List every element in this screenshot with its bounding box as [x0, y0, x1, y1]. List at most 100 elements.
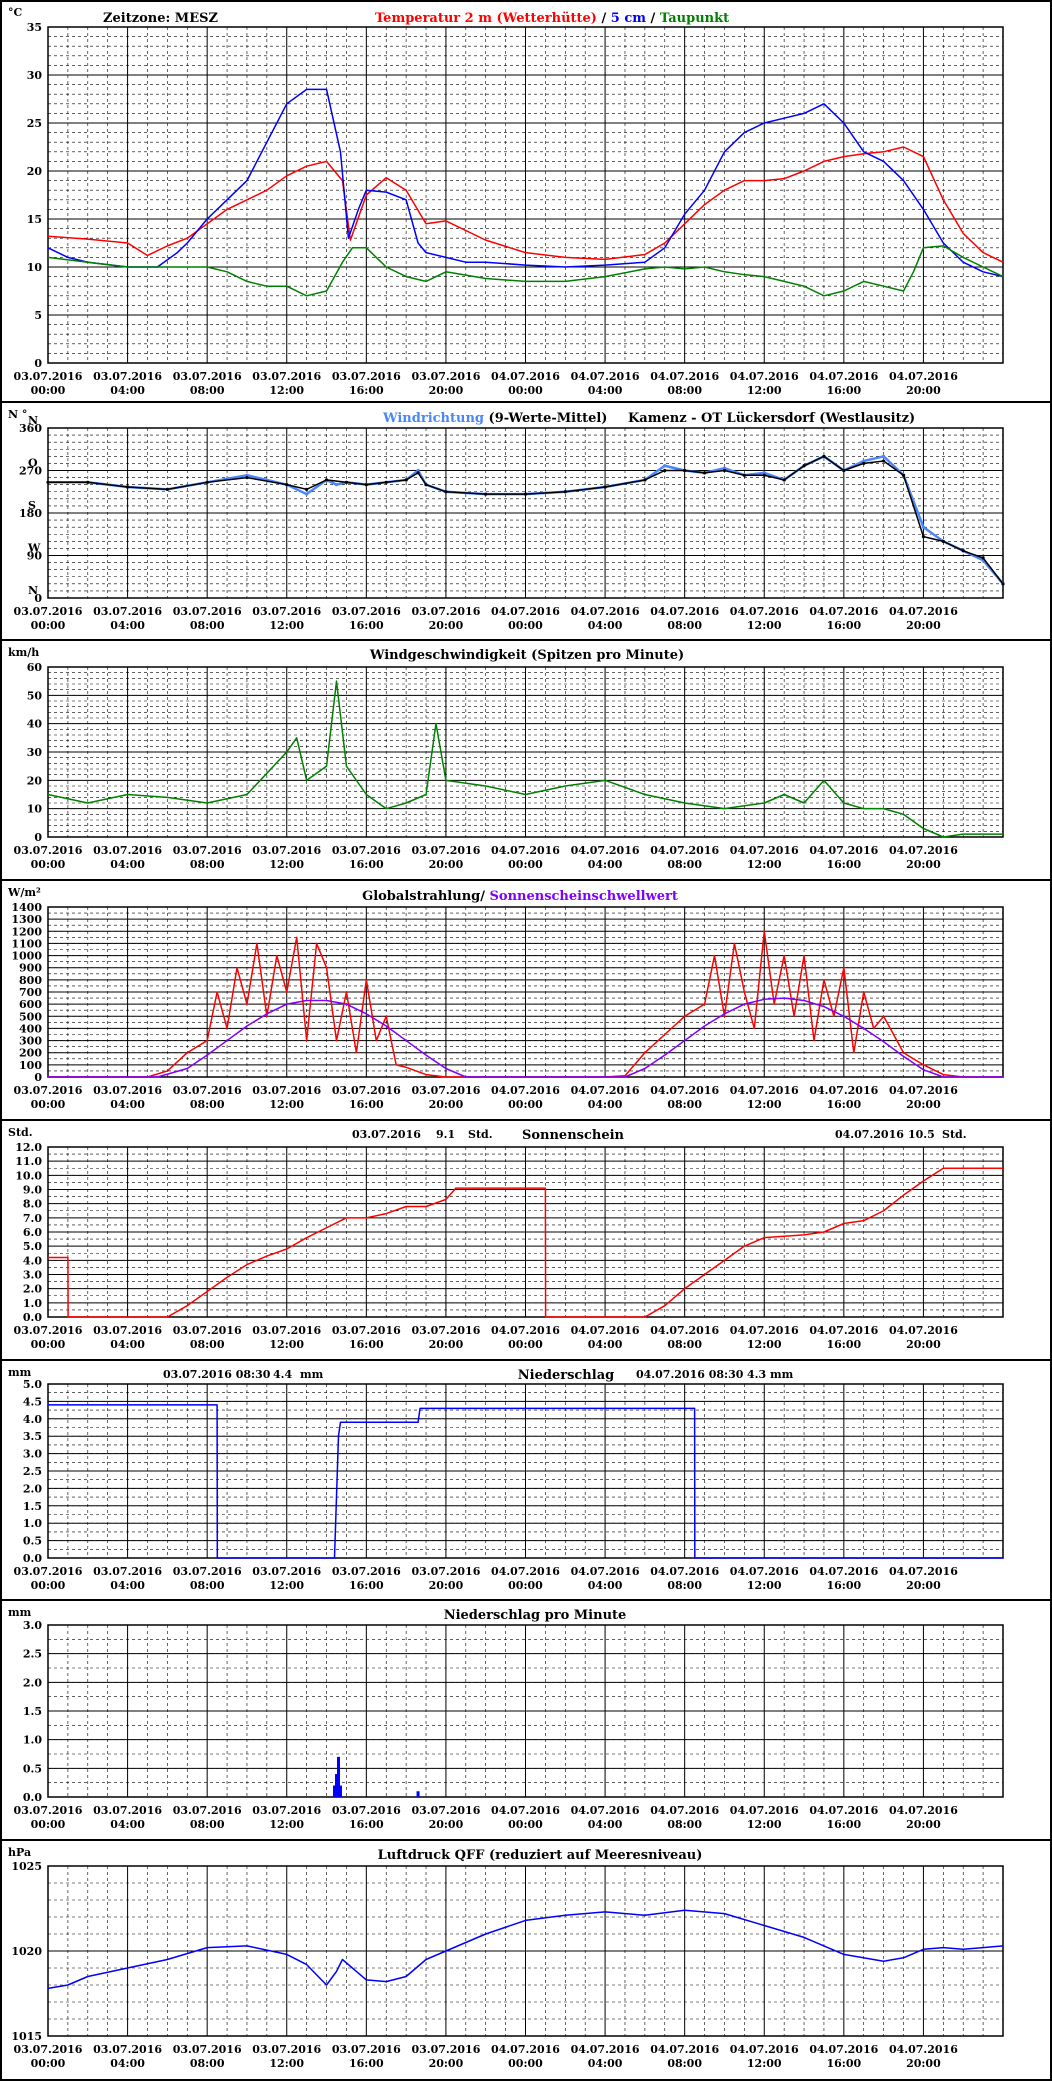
summary-value: 9.1	[436, 1128, 455, 1141]
summary-unit: mm	[300, 1368, 324, 1381]
x-tick-time: 16:00	[349, 2057, 384, 2070]
x-tick-date: 03.07.2016	[93, 2043, 162, 2056]
x-tick-time: 04:00	[588, 1338, 623, 1351]
y-tick-label: 0.0	[23, 1552, 42, 1565]
series-1-line	[48, 997, 1003, 1078]
x-tick-date: 03.07.2016	[411, 1804, 480, 1817]
grid	[47, 666, 1004, 838]
x-tick-date: 04.07.2016	[730, 605, 799, 618]
x-tick-date: 03.07.2016	[252, 844, 321, 857]
y-tick-label: 3.0	[23, 1269, 42, 1282]
x-tick-time: 00:00	[508, 384, 543, 397]
point-34	[921, 535, 926, 539]
x-tick-date: 04.07.2016	[809, 1084, 878, 1097]
x-tick-time: 16:00	[349, 1338, 384, 1351]
x-tick-time: 08:00	[667, 1579, 702, 1592]
x-tick-date: 04.07.2016	[809, 844, 878, 857]
y-tick-label: 30	[27, 69, 43, 82]
x-tick-date: 03.07.2016	[332, 1565, 401, 1578]
y-tick-label: 1025	[11, 1860, 42, 1873]
x-tick-time: 12:00	[747, 1338, 782, 1351]
x-tick-date: 03.07.2016	[332, 370, 401, 383]
point-24	[722, 468, 727, 473]
x-tick-date: 03.07.2016	[173, 2043, 242, 2056]
x-tick-date: 04.07.2016	[650, 1084, 719, 1097]
y-tick-label: 4.0	[23, 1254, 42, 1267]
panel-pressure: 101510201025hPa03.07.201600:0003.07.2016…	[0, 1839, 1052, 2070]
x-tick-date: 04.07.2016	[571, 1804, 640, 1817]
y-tick-label: 0.0	[23, 1791, 42, 1804]
y-tick-label: 1400	[11, 901, 42, 914]
panel-temperature: 05101520253035°C03.07.201600:0003.07.201…	[8, 6, 1004, 397]
x-tick-date: 04.07.2016	[809, 2043, 878, 2056]
point-15	[444, 490, 448, 494]
unit-label: °C	[8, 6, 23, 19]
point-3	[165, 487, 169, 491]
y-tick-label: 3.0	[23, 1619, 42, 1632]
x-tick-date: 03.07.2016	[332, 1324, 401, 1337]
point-33	[882, 454, 886, 458]
x-tick-date: 04.07.2016	[650, 1565, 719, 1578]
x-tick-time: 00:00	[31, 384, 66, 397]
x-tick-date: 04.07.2016	[809, 605, 878, 618]
x-tick-date: 03.07.2016	[411, 1084, 480, 1097]
x-tick-date: 04.07.2016	[571, 1084, 640, 1097]
x-tick-date: 04.07.2016	[571, 1324, 640, 1337]
unit-label: N °	[8, 408, 27, 421]
y-tick-label: 1200	[11, 925, 42, 938]
y-tick-label: 15	[27, 213, 42, 226]
point-20	[643, 478, 647, 482]
point-31	[862, 461, 866, 466]
point-26	[762, 473, 766, 477]
x-tick-time: 04:00	[110, 1579, 145, 1592]
chart-title: Sonnenschein	[522, 1128, 625, 1143]
x-tick-time: 00:00	[508, 1338, 543, 1351]
y-tick-label: 2.5	[23, 1648, 42, 1661]
panel-radiation: 0100200300400500600700800900100011001200…	[0, 879, 1052, 1111]
chart-title: Luftdruck QFF (reduziert auf Meeresnivea…	[378, 1848, 703, 1863]
x-tick-time: 12:00	[747, 2057, 782, 2070]
y-tick-label: 20	[27, 774, 43, 787]
point-36	[961, 549, 965, 553]
x-tick-time: 08:00	[667, 1818, 702, 1831]
point-7	[305, 492, 309, 496]
y-tick-label: 8.0	[23, 1198, 42, 1211]
x-tick-date: 03.07.2016	[173, 1804, 242, 1817]
x-tick-date: 03.07.2016	[252, 1084, 321, 1097]
x-tick-date: 03.07.2016	[252, 1324, 321, 1337]
chart-title: Windgeschwindigkeit (Spitzen pro Minute)	[369, 648, 684, 663]
x-tick-time: 08:00	[667, 1098, 702, 1111]
summary-unit: Std.	[468, 1128, 493, 1141]
x-tick-date: 03.07.2016	[93, 605, 162, 618]
point-5	[245, 473, 249, 477]
unit-label: Std.	[8, 1126, 33, 1139]
x-tick-date: 03.07.2016	[93, 1804, 162, 1817]
unit-label: mm	[8, 1606, 32, 1619]
plot-frame	[47, 666, 1004, 838]
x-tick-date: 04.07.2016	[889, 844, 958, 857]
grid	[47, 26, 1004, 364]
x-tick-time: 16:00	[826, 1098, 861, 1111]
x-tick-time: 12:00	[269, 1338, 304, 1351]
x-tick-date: 04.07.2016	[650, 2043, 719, 2056]
bar-2	[336, 1756, 340, 1797]
x-tick-date: 04.07.2016	[491, 2043, 560, 2056]
y-tick-label: 180	[19, 507, 42, 520]
summary-date: 04.07.2016 08:30	[636, 1368, 744, 1381]
x-tick-date: 03.07.2016	[411, 605, 480, 618]
bar-0	[333, 1785, 336, 1797]
x-tick-time: 04:00	[588, 1818, 623, 1831]
x-tick-time: 12:00	[747, 858, 782, 871]
y-tick-label: 0	[34, 1071, 42, 1084]
y-tick-label: 700	[19, 986, 42, 999]
y-tick-label: 12.0	[15, 1141, 42, 1154]
point-22	[663, 464, 667, 468]
x-tick-time: 04:00	[588, 1579, 623, 1592]
x-tick-date: 04.07.2016	[730, 1804, 799, 1817]
x-tick-time: 00:00	[31, 1579, 66, 1592]
y-tick-label: 1020	[11, 1945, 42, 1958]
zone-label: Zeitzone: MESZ	[103, 11, 218, 26]
panel-wind_speed: 0102030405060km/h03.07.201600:0003.07.20…	[0, 639, 1052, 871]
y-tick-label: 3.5	[23, 1430, 42, 1443]
